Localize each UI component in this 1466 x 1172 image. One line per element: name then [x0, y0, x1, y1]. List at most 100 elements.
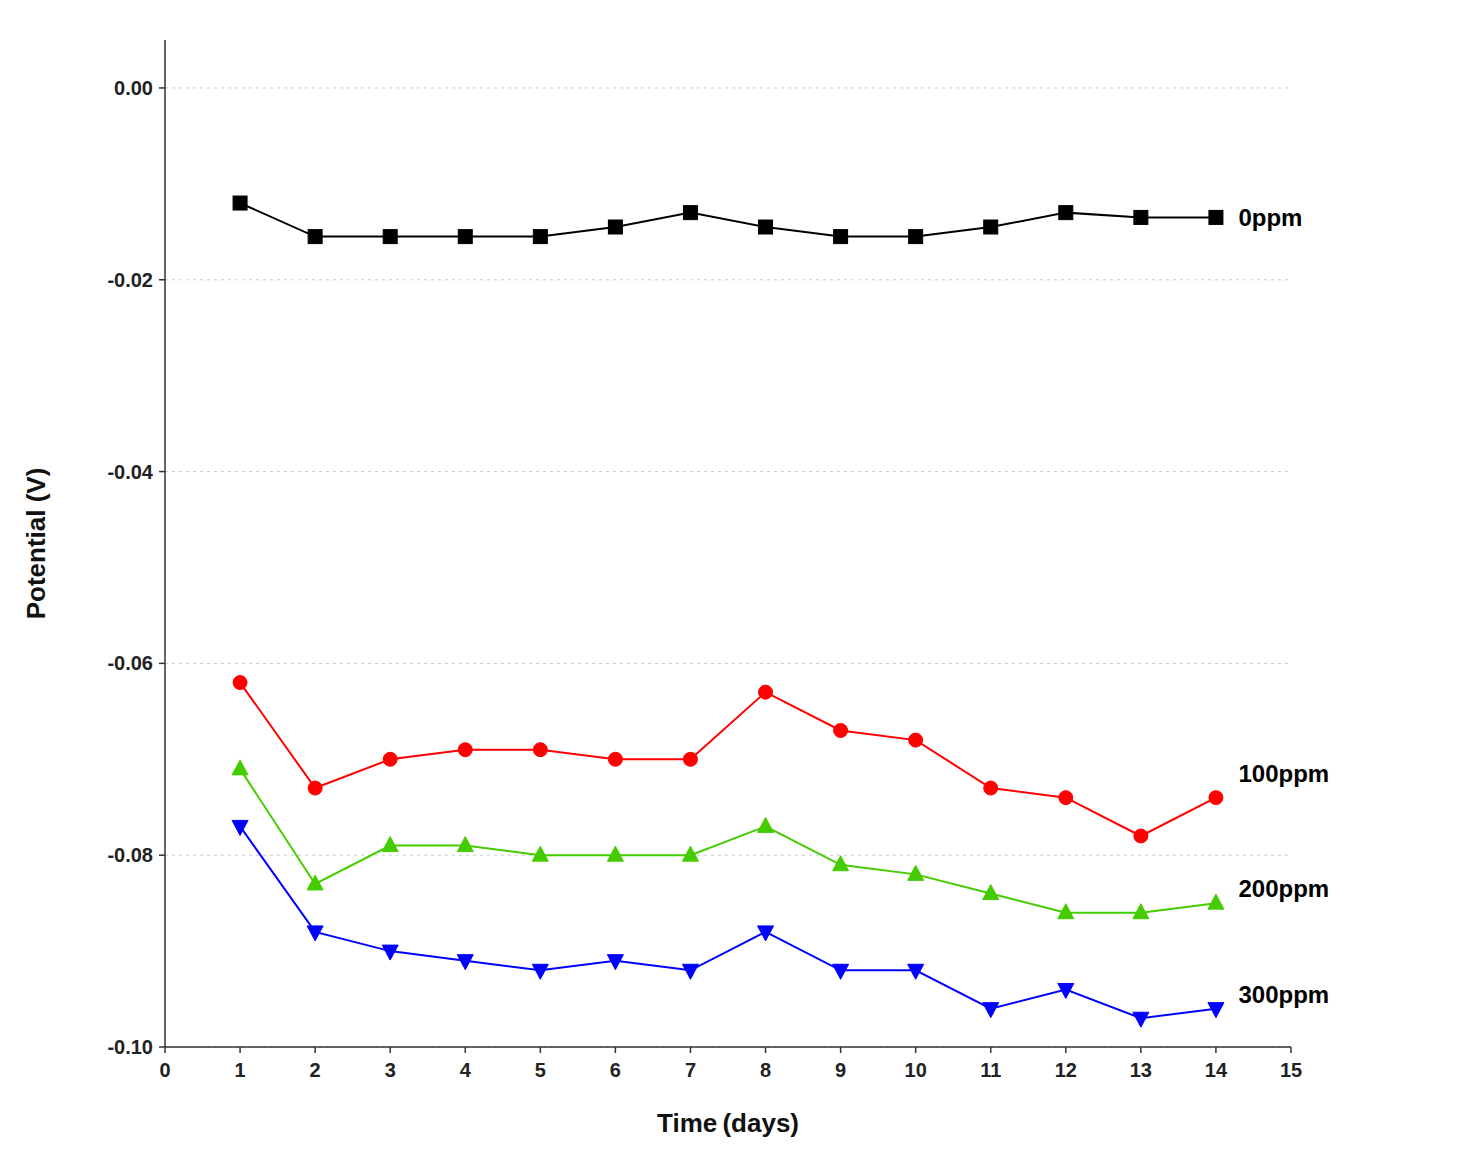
x-tick	[990, 1047, 992, 1053]
data-point	[984, 781, 998, 795]
data-point	[682, 964, 698, 979]
data-point	[307, 926, 323, 941]
data-point	[984, 220, 998, 234]
data-point	[1208, 1003, 1224, 1018]
data-point	[533, 743, 547, 757]
data-point	[758, 926, 774, 941]
annotation: 0ppm	[1238, 204, 1302, 231]
series	[232, 760, 1224, 919]
data-point	[908, 865, 924, 880]
y-axis-label: Potential (V)	[21, 468, 51, 620]
data-point	[458, 230, 472, 244]
y-tick-label: -0.02	[107, 269, 153, 291]
x-tick-label: 15	[1280, 1059, 1302, 1081]
x-tick-label: 9	[835, 1059, 846, 1081]
grid-line	[165, 1047, 1291, 1048]
series	[233, 676, 1223, 843]
x-tick-label: 7	[685, 1059, 696, 1081]
x-tick-label: 11	[980, 1059, 1001, 1081]
data-point	[308, 230, 322, 244]
data-point	[307, 875, 323, 890]
data-point	[232, 760, 248, 775]
x-tick-label: 1	[235, 1059, 246, 1081]
x-tick-label: 10	[905, 1059, 927, 1081]
x-tick	[164, 1047, 166, 1053]
data-point	[457, 955, 473, 970]
data-point	[233, 196, 247, 210]
series	[233, 196, 1223, 244]
x-tick	[239, 1047, 241, 1053]
data-point	[1134, 829, 1148, 843]
y-tick	[159, 854, 165, 856]
data-point	[533, 230, 547, 244]
data-point	[1133, 904, 1149, 919]
grid-line	[165, 279, 1291, 280]
data-point	[607, 846, 623, 861]
data-point	[232, 820, 248, 835]
y-tick-label: -0.08	[107, 844, 153, 866]
data-point	[608, 220, 622, 234]
series-line	[240, 826, 1216, 1018]
data-point	[382, 945, 398, 960]
data-point	[983, 885, 999, 900]
x-tick	[1290, 1047, 1292, 1053]
x-tick-label: 14	[1205, 1059, 1228, 1081]
x-tick	[615, 1047, 617, 1053]
x-tick	[915, 1047, 917, 1053]
data-point	[608, 752, 622, 766]
annotations: 0ppm100ppm200ppm300ppm	[1238, 204, 1329, 1008]
annotation: 300ppm	[1238, 981, 1329, 1008]
y-axis-line	[164, 40, 166, 1047]
y-tick-label: 0.00	[114, 77, 153, 99]
data-point	[683, 206, 697, 220]
data-point	[833, 856, 849, 871]
data-point	[909, 230, 923, 244]
data-point	[458, 743, 472, 757]
x-tick-label: 2	[310, 1059, 321, 1081]
series-line	[240, 683, 1216, 836]
series	[232, 820, 1224, 1027]
data-point	[682, 846, 698, 861]
data-point	[759, 220, 773, 234]
chart: 01234567891011121314150.00-0.02-0.04-0.0…	[0, 0, 1466, 1172]
x-tick-label: 4	[460, 1059, 472, 1081]
data-point	[1209, 791, 1223, 805]
y-tick-label: -0.10	[107, 1036, 153, 1058]
x-tick	[314, 1047, 316, 1053]
plot-data	[232, 196, 1224, 1027]
data-point	[834, 230, 848, 244]
annotation: 200ppm	[1238, 875, 1329, 902]
x-tick-label: 13	[1130, 1059, 1152, 1081]
data-point	[383, 752, 397, 766]
x-tick	[1065, 1047, 1067, 1053]
page: {"chart_data": {"type": "line", "xlabel"…	[0, 0, 1466, 1172]
data-point	[909, 733, 923, 747]
data-point	[1134, 210, 1148, 224]
data-point	[1059, 791, 1073, 805]
x-tick-label: 6	[610, 1059, 621, 1081]
x-tick	[1215, 1047, 1217, 1053]
data-point	[1058, 983, 1074, 998]
grid-line	[165, 663, 1291, 664]
grid-line	[165, 87, 1291, 88]
grid	[165, 88, 1291, 1047]
data-point	[908, 964, 924, 979]
data-point	[532, 846, 548, 861]
data-point	[308, 781, 322, 795]
data-point	[759, 685, 773, 699]
data-point	[758, 817, 774, 832]
data-point	[457, 837, 473, 852]
data-point	[834, 724, 848, 738]
y-tick	[159, 471, 165, 473]
x-tick-label: 12	[1055, 1059, 1077, 1081]
y-tick	[159, 87, 165, 89]
x-tick-label: 5	[535, 1059, 546, 1081]
x-tick	[540, 1047, 542, 1053]
x-tick	[765, 1047, 767, 1053]
x-tick	[465, 1047, 467, 1053]
grid-line	[165, 471, 1291, 472]
data-point	[383, 230, 397, 244]
y-tick-label: -0.04	[107, 461, 153, 483]
x-tick	[840, 1047, 842, 1053]
data-point	[1209, 210, 1223, 224]
